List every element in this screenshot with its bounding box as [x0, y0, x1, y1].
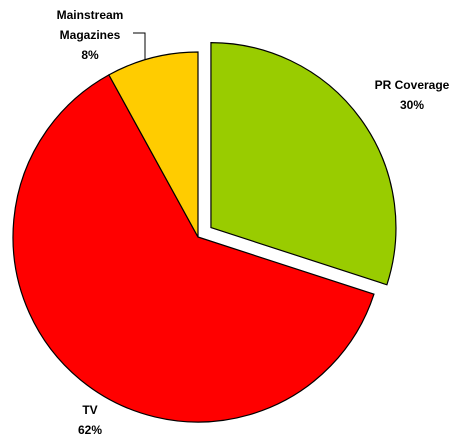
pie-slice — [12, 74, 375, 423]
leader-line — [133, 32, 146, 60]
slice-label: TV — [82, 403, 98, 417]
pie-slice — [210, 41, 397, 286]
slice-label: Mainstream Magazines — [56, 8, 124, 42]
slice-value-label: 62% — [77, 423, 103, 437]
slice-label: PR Coverage — [374, 78, 450, 92]
slice-value-label: 8% — [81, 48, 99, 62]
pie-slice — [108, 51, 199, 238]
slice-value-label: 30% — [399, 98, 425, 112]
